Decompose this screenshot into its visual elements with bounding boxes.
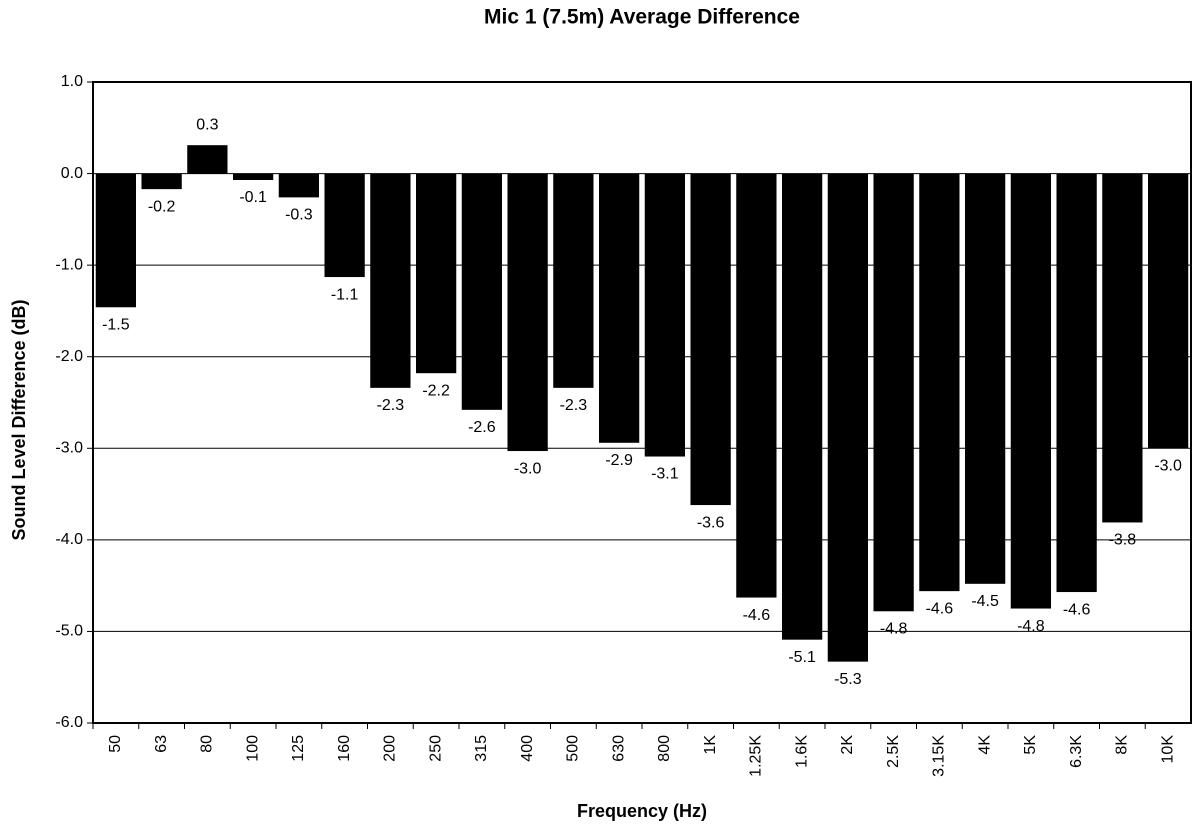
x-tick-label: 100 [244, 735, 261, 762]
x-tick-label: 10K [1159, 735, 1176, 764]
data-label: -3.0 [1154, 458, 1182, 475]
y-tick-label: 1.0 [61, 73, 83, 90]
bar [370, 173, 411, 388]
x-tick-label: 6.3K [1068, 735, 1085, 768]
x-tick-label: 160 [336, 735, 353, 762]
plot-frame [92, 81, 1192, 724]
data-label: -2.3 [377, 397, 405, 414]
bar [690, 173, 731, 506]
x-tick-label: 50 [107, 735, 124, 753]
data-label: -4.8 [1017, 618, 1045, 635]
x-tick-label: 2.5K [885, 735, 902, 768]
y-tick-label: 0.0 [61, 165, 83, 182]
x-tick-label: 200 [382, 735, 399, 762]
bar [873, 173, 914, 612]
data-label: -4.5 [971, 593, 999, 610]
bar [461, 173, 503, 410]
x-tick-label: 8K [1114, 735, 1131, 755]
data-label: -0.1 [239, 189, 267, 206]
data-label: -3.6 [697, 514, 725, 531]
bar [781, 173, 823, 640]
bar [644, 173, 686, 457]
x-tick-label: 125 [290, 735, 307, 762]
data-label: -4.6 [926, 600, 954, 617]
data-label: -0.3 [285, 207, 313, 224]
bar [553, 173, 594, 388]
x-tick-label: 400 [519, 735, 536, 762]
data-label: -4.8 [880, 621, 908, 638]
y-tick-label: -2.0 [55, 348, 83, 365]
bar [95, 173, 137, 308]
x-tick-label: 63 [153, 735, 170, 753]
data-label: -4.6 [1063, 601, 1091, 618]
data-label: -3.1 [651, 466, 679, 483]
y-tick-label: -5.0 [55, 623, 83, 640]
chart-title: Mic 1 (7.5m) Average Difference [484, 6, 800, 29]
x-tick-label: 250 [427, 735, 444, 762]
x-tick-label: 1K [702, 735, 719, 755]
bar [507, 173, 548, 452]
data-label: -3.8 [1109, 532, 1137, 549]
data-label: -1.1 [331, 286, 359, 303]
bar [1147, 173, 1189, 449]
data-label: -1.5 [102, 316, 130, 333]
x-tick-label: 3.15K [931, 735, 948, 777]
data-label: -0.2 [148, 198, 176, 215]
data-label: -5.1 [788, 649, 816, 666]
data-label: -5.3 [834, 671, 862, 688]
x-axis-title: Frequency (Hz) [577, 801, 707, 821]
y-axis-title: Sound Level Difference (dB) [9, 299, 29, 540]
bar [827, 173, 869, 662]
data-label: -2.2 [422, 382, 450, 399]
bar [415, 173, 457, 374]
data-label: -2.9 [605, 452, 633, 469]
bar [736, 173, 777, 598]
bar [232, 173, 274, 180]
bar [598, 173, 640, 443]
x-tick-label: 4K [976, 735, 993, 755]
x-tick-label: 80 [199, 735, 216, 753]
y-tick-label: -1.0 [55, 256, 83, 273]
x-tick-label: 800 [656, 735, 673, 762]
bar [187, 145, 228, 174]
data-label: -2.3 [560, 397, 588, 414]
y-tick-label: -3.0 [55, 440, 83, 457]
data-label: -3.0 [514, 460, 542, 477]
data-label: -2.6 [468, 419, 496, 436]
bar [964, 173, 1006, 584]
data-label: 0.3 [196, 116, 218, 133]
x-tick-label: 630 [610, 735, 627, 762]
bar [324, 173, 365, 278]
x-tick-label: 1.25K [748, 735, 765, 777]
bar [1056, 173, 1097, 593]
x-tick-label: 1.6K [793, 735, 810, 768]
x-tick-label: 315 [473, 735, 490, 762]
bar [141, 173, 182, 190]
bar [1010, 173, 1052, 609]
y-tick-label: -4.0 [55, 531, 83, 548]
bar [919, 173, 960, 592]
bar [1102, 173, 1143, 523]
y-tick-label: -6.0 [55, 714, 83, 731]
data-label: -4.6 [743, 607, 771, 624]
x-tick-label: 500 [565, 735, 582, 762]
bar [278, 173, 320, 198]
x-tick-label: 2K [839, 735, 856, 755]
x-tick-label: 5K [1022, 735, 1039, 755]
